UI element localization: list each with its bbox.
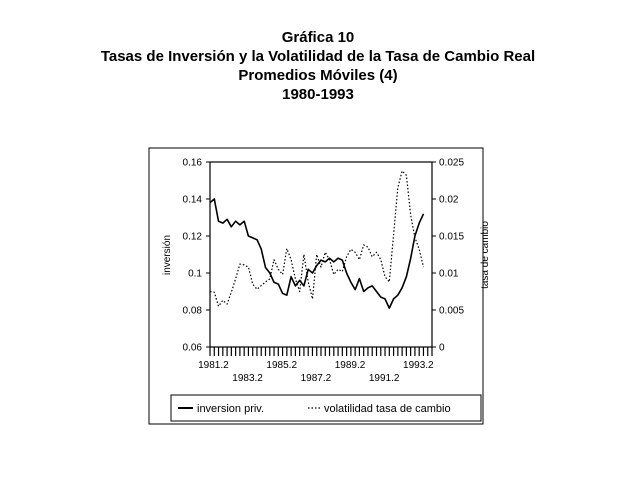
legend-label-inversion: inversion priv. <box>197 403 264 415</box>
x-tick-label-bottom-1: 1987.2 <box>301 373 332 384</box>
y-tick-label-right-1: 0.02 <box>439 195 459 206</box>
series-line-inversion <box>209 198 425 309</box>
y-tick-label-left-1: 0.14 <box>183 195 203 206</box>
y-tick-label-right-3: 0.01 <box>439 269 459 280</box>
plot-area <box>209 161 433 348</box>
x-tick-label-top-1: 1985.2 <box>266 360 297 371</box>
y-axis-left-label: inversión <box>162 235 173 275</box>
x-tick-label-top-0: 1981.2 <box>198 360 229 371</box>
y-tick-label-right-0: 0.025 <box>439 158 464 169</box>
y-tick-label-right-2: 0.015 <box>439 232 464 243</box>
chart-subtitle: Tasas de Inversión y la Volatilidad de l… <box>100 48 536 65</box>
chart-period: 1980-1993 <box>282 86 354 103</box>
y-tick-label-right-5: 0 <box>439 343 445 354</box>
x-tick-label-bottom-0: 1983.2 <box>232 373 263 384</box>
outer-frame <box>148 147 484 425</box>
y-axis-right-label: tasa de cambio <box>480 221 491 289</box>
x-tick-label-bottom-2: 1991.2 <box>369 373 400 384</box>
chart-titles: Gráfica 10 Tasas de Inversión y la Volat… <box>0 28 636 104</box>
y-tick-label-left-2: 0.12 <box>183 232 203 243</box>
chart-title: Gráfica 10 <box>281 29 355 46</box>
legend-box <box>170 394 482 422</box>
chart-subtitle-2: Promedios Móviles (4) <box>238 67 398 84</box>
y-tick-label-left-4: 0.08 <box>183 306 203 317</box>
y-tick-label-left-3: 0.1 <box>188 269 202 280</box>
y-tick-label-left-0: 0.16 <box>183 158 203 169</box>
x-tick-label-top-3: 1993.2 <box>403 360 434 371</box>
series-line-volatilidad <box>209 170 425 307</box>
y-tick-label-left-5: 0.06 <box>183 343 203 354</box>
y-tick-label-right-4: 0.005 <box>439 306 464 317</box>
legend-label-volatilidad: volatilidad tasa de cambio <box>324 403 451 415</box>
x-tick-label-top-2: 1989.2 <box>335 360 366 371</box>
